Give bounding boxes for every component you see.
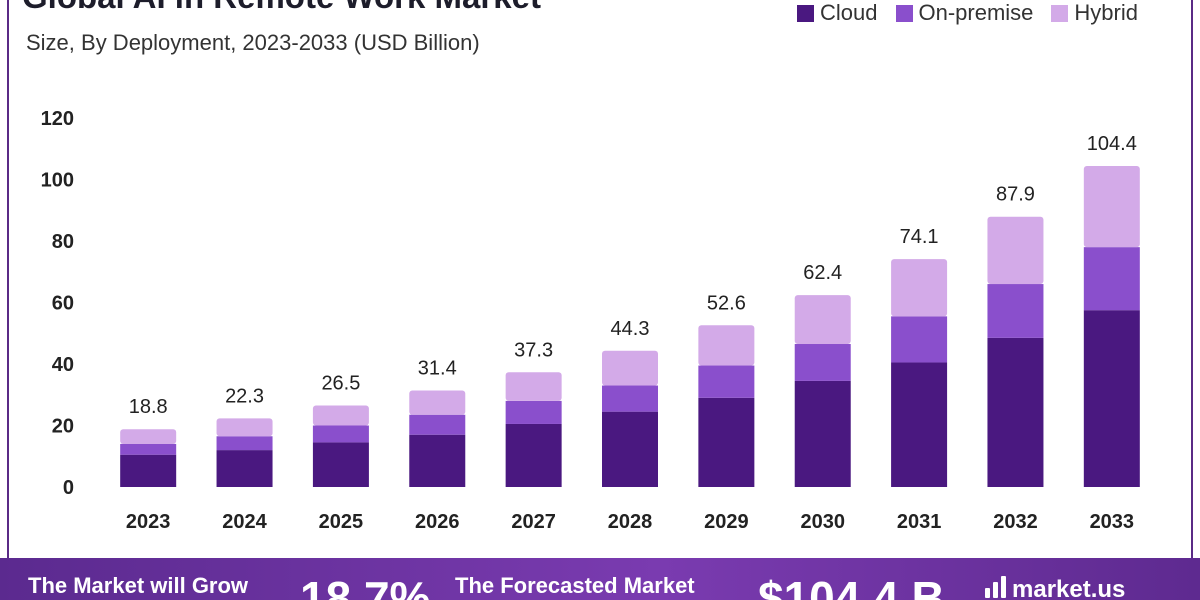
x-tick-label: 2031 — [897, 511, 942, 533]
legend-item-hybrid: Hybrid — [1051, 0, 1138, 26]
bar-hybrid — [1083, 165, 1140, 248]
legend-item-cloud: Cloud — [797, 0, 878, 26]
legend: Cloud On-premise Hybrid — [797, 0, 1138, 26]
y-tick-label: 40 — [52, 354, 74, 376]
bar-cloud — [698, 397, 755, 487]
legend-label-cloud: Cloud — [820, 0, 878, 25]
bar-cloud — [891, 362, 948, 487]
data-label: 62.4 — [803, 262, 842, 284]
chart-frame — [7, 0, 1193, 558]
data-label: 52.6 — [707, 292, 746, 314]
bar-cloud — [987, 337, 1044, 487]
y-tick-label: 60 — [52, 293, 74, 315]
bar-on-premise — [312, 425, 369, 443]
x-tick-label: 2026 — [415, 511, 460, 533]
bar-hybrid — [891, 259, 948, 317]
chart-subtitle: Size, By Deployment, 2023-2033 (USD Bill… — [26, 30, 480, 55]
bar-cloud — [794, 380, 851, 487]
bar-cloud — [312, 442, 369, 487]
data-label: 18.8 — [129, 396, 168, 418]
x-tick-label: 2028 — [608, 511, 653, 533]
bar-hybrid — [602, 350, 658, 386]
bar-on-premise — [891, 316, 948, 363]
x-tick-label: 2030 — [800, 511, 845, 533]
data-label: 74.1 — [900, 226, 939, 248]
bar-on-premise — [216, 436, 273, 451]
bar-cloud — [505, 423, 562, 487]
bar-hybrid — [794, 295, 851, 345]
data-label: 44.3 — [611, 318, 650, 340]
bar-cloud — [409, 434, 466, 487]
bar-cloud — [216, 450, 273, 487]
x-tick-label: 2025 — [319, 511, 364, 533]
x-tick-label: 2024 — [222, 511, 267, 533]
y-tick-label: 100 — [41, 170, 74, 192]
bar-chart: 0 20 40 60 80 100 120 18.8 2023 22.3 2024 26.5 2025 3… — [41, 108, 1140, 533]
data-label: 31.4 — [418, 357, 457, 379]
bar-logo-icon — [985, 576, 1006, 598]
legend-label-on-premise: On-premise — [918, 0, 1034, 25]
y-tick-label: 120 — [41, 108, 74, 130]
bar-on-premise — [794, 344, 851, 381]
grow-label: The Market will Grow — [28, 573, 249, 598]
x-tick-label: 2023 — [126, 511, 171, 533]
bar-hybrid — [120, 429, 177, 444]
data-label: 22.3 — [225, 385, 264, 407]
bar-on-premise — [602, 385, 658, 412]
data-label: 87.9 — [996, 184, 1035, 206]
bar-hybrid — [312, 405, 369, 426]
y-tick-label: 80 — [52, 231, 74, 253]
bar-cloud — [120, 454, 177, 487]
chart-title: Global AI in Remote Work Market — [22, 0, 541, 16]
legend-swatch-hybrid — [1051, 4, 1069, 22]
bar-hybrid — [987, 216, 1044, 285]
bar-cloud — [602, 411, 658, 487]
bar-cloud — [1083, 310, 1140, 487]
forecast-value: $104.4 B — [758, 572, 945, 600]
summary-banner: The Market will Grow 18.7% The Forecaste… — [0, 558, 1200, 600]
data-label: 37.3 — [514, 339, 553, 361]
bar-on-premise — [409, 414, 466, 435]
legend-item-on-premise: On-premise — [895, 0, 1034, 26]
legend-swatch-cloud — [797, 4, 815, 22]
bar-on-premise — [505, 400, 562, 424]
brand-name: market.us — [1012, 576, 1126, 600]
bar-on-premise — [120, 443, 177, 455]
forecast-label: The Forecasted Market — [455, 573, 695, 598]
bar-hybrid — [216, 418, 273, 437]
bar-hybrid — [505, 372, 562, 401]
data-label: 104.4 — [1087, 133, 1137, 155]
bar-hybrid — [698, 325, 755, 366]
brand-logo[interactable]: market.us — [985, 576, 1125, 600]
bar-on-premise — [698, 365, 755, 398]
x-tick-label: 2032 — [993, 511, 1038, 533]
x-tick-label: 2029 — [704, 511, 749, 533]
x-tick-label: 2033 — [1090, 511, 1135, 533]
grow-value: 18.7% — [300, 572, 431, 600]
data-label: 26.5 — [321, 373, 360, 395]
legend-swatch-on-premise — [895, 4, 913, 22]
y-tick-label: 0 — [63, 477, 74, 499]
y-tick-label: 20 — [52, 416, 74, 438]
bar-on-premise — [987, 284, 1044, 338]
bar-hybrid — [409, 390, 466, 415]
bar-on-premise — [1083, 247, 1140, 311]
x-tick-label: 2027 — [511, 511, 556, 533]
legend-label-hybrid: Hybrid — [1074, 0, 1138, 25]
